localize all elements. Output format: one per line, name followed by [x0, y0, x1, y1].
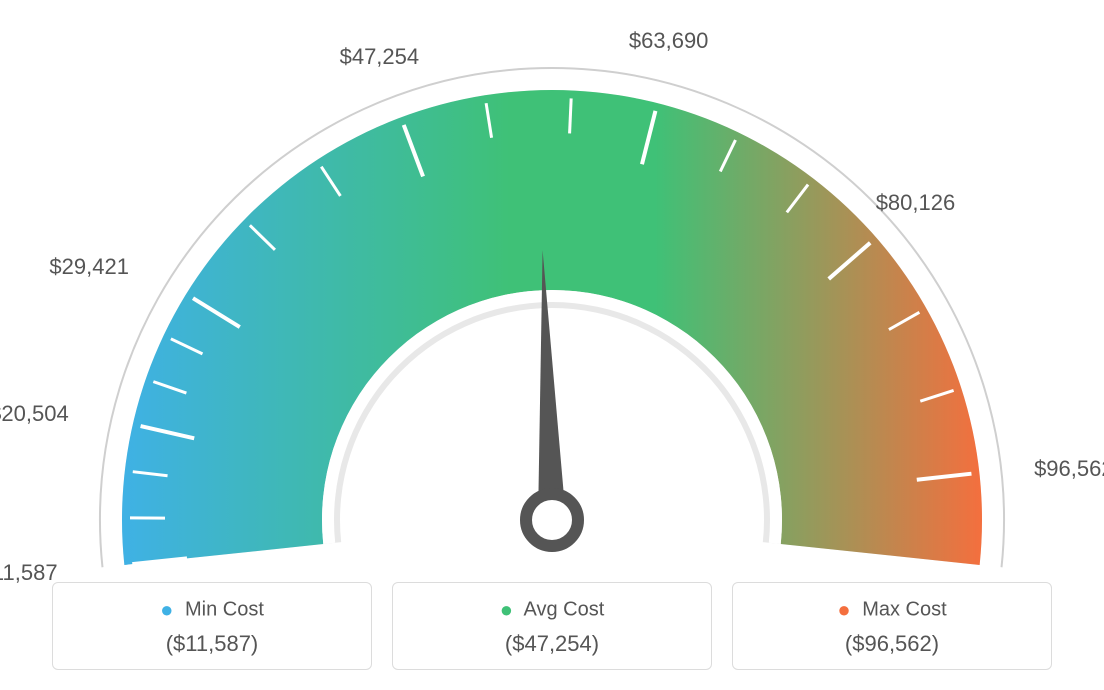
avg-cost-label: ● Avg Cost: [403, 597, 701, 623]
scale-label: $11,587: [0, 560, 58, 586]
min-cost-value: ($11,587): [63, 631, 361, 657]
max-dot-icon: ●: [837, 597, 850, 622]
scale-label: $96,562: [1034, 456, 1104, 482]
scale-label: $80,126: [876, 190, 956, 216]
max-cost-label: ● Max Cost: [743, 597, 1041, 623]
avg-cost-value: ($47,254): [403, 631, 701, 657]
summary-row: ● Min Cost ($11,587) ● Avg Cost ($47,254…: [52, 582, 1052, 670]
avg-dot-icon: ●: [500, 597, 513, 622]
scale-label: $20,504: [0, 401, 69, 427]
min-dot-icon: ●: [160, 597, 173, 622]
scale-label: $47,254: [340, 44, 420, 70]
chart-container: $11,587 $20,504 $29,421 $47,254 $63,690 $80,1…: [0, 0, 1104, 690]
min-cost-label: ● Min Cost: [63, 597, 361, 623]
max-label-text: Max Cost: [862, 598, 946, 620]
min-label-text: Min Cost: [185, 598, 264, 620]
scale-label: $29,421: [49, 254, 129, 280]
scale-label: $63,690: [629, 28, 709, 54]
max-cost-card: ● Max Cost ($96,562): [732, 582, 1052, 670]
gauge-chart: $11,587$20,504$29,421$47,254$63,690$80,1…: [52, 10, 1052, 570]
avg-label-text: Avg Cost: [523, 598, 604, 620]
max-cost-value: ($96,562): [743, 631, 1041, 657]
min-cost-card: ● Min Cost ($11,587): [52, 582, 372, 670]
avg-cost-card: ● Avg Cost ($47,254): [392, 582, 712, 670]
